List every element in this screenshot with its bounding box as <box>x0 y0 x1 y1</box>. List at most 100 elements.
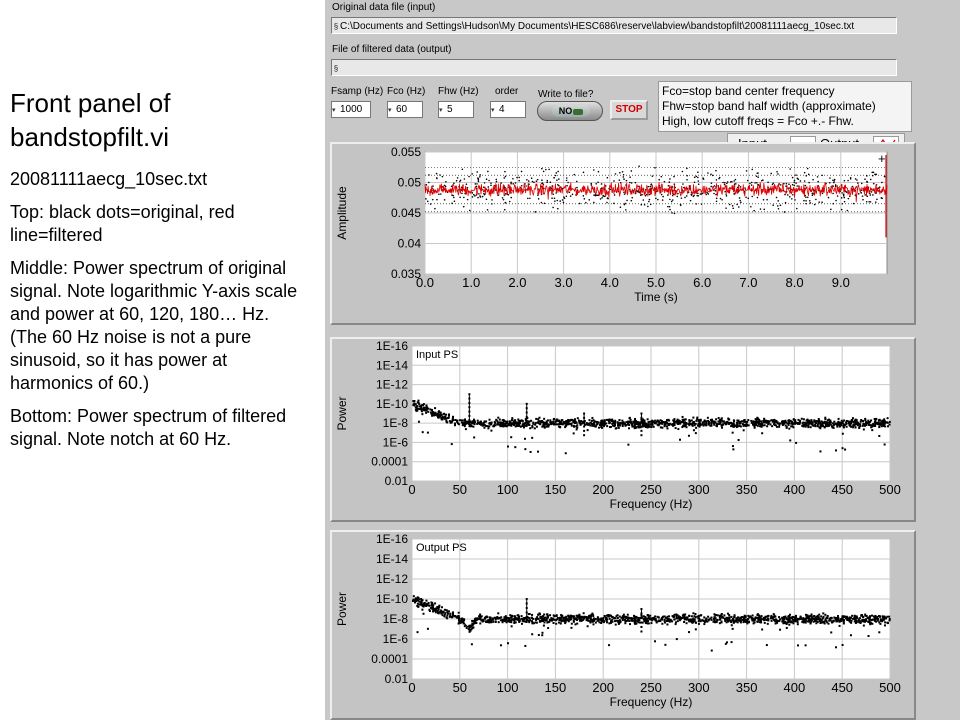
spectrum-data-point <box>788 427 791 430</box>
fco-input[interactable]: ▾ 60 <box>387 101 423 118</box>
spectrum-data-point <box>829 619 832 622</box>
output-file-path[interactable]: § <box>331 59 897 76</box>
spectrum-data-point <box>606 425 609 428</box>
spectrum-data-point <box>604 618 607 621</box>
spectrum-data-point <box>882 421 885 424</box>
original-data-point <box>527 197 529 200</box>
spectrum-data-point <box>432 411 435 414</box>
x-tick-label: 500 <box>879 680 901 695</box>
original-data-point <box>503 208 506 211</box>
spectrum-data-point <box>803 620 806 623</box>
spectrum-data-point <box>635 615 638 618</box>
spectrum-data-point <box>720 612 723 615</box>
spectrum-data-point <box>731 619 734 622</box>
spectrum-data-point <box>538 612 541 615</box>
spectrum-data-point <box>733 620 736 623</box>
spectrum-data-point <box>815 619 818 622</box>
original-data-point <box>471 173 473 175</box>
spectrum-data-point <box>702 421 705 424</box>
spectrum-data-point <box>588 614 591 617</box>
original-data-point <box>835 199 837 202</box>
spectrum-data-point <box>799 419 802 422</box>
spectrum-data-point <box>513 615 516 618</box>
spectrum-data-point <box>646 619 649 622</box>
spectrum-data-point <box>544 619 547 622</box>
original-data-point <box>770 172 773 175</box>
spectrum-data-point <box>488 425 491 428</box>
fhw-input[interactable]: ▾ 5 <box>438 101 474 118</box>
spectrum-data-point <box>845 421 848 424</box>
spectrum-data-point <box>832 620 835 623</box>
spectrum-data-point <box>788 420 791 423</box>
spectrum-data-point <box>851 614 854 617</box>
spectrum-data-point <box>565 420 568 423</box>
output-power-spectrum-chart[interactable]: 0 50 100 150 200 250 300 350 400 450 5001E-161E-14… <box>332 532 914 718</box>
spectrum-data-point <box>760 425 763 428</box>
original-data-point <box>585 201 587 204</box>
original-data-point <box>790 198 793 200</box>
spectrum-data-point <box>783 422 786 425</box>
spectrum-data-point <box>644 426 647 429</box>
spectrum-data-point <box>856 423 859 426</box>
original-data-point <box>453 200 456 203</box>
spectrum-data-point <box>535 417 538 420</box>
spectrum-data-point <box>786 422 789 425</box>
fco-value: 60 <box>396 104 408 115</box>
spectrum-data-point <box>600 618 603 621</box>
original-data-point <box>556 207 559 210</box>
spectrum-data-point <box>445 417 448 420</box>
spectrum-data-point <box>841 616 844 619</box>
spectrum-data-point <box>472 626 475 629</box>
spectrum-data-point <box>440 611 443 614</box>
spectrum-data-point <box>609 621 612 624</box>
original-data-point <box>638 165 640 167</box>
spectrum-data-point <box>420 601 423 604</box>
spectrum-data-point <box>448 615 451 618</box>
spectrum-data-point <box>846 618 849 621</box>
spectrum-data-point <box>842 424 845 427</box>
input-file-path[interactable]: § C:\Documents and Settings\Hudson\My Doc… <box>331 17 897 34</box>
original-data-point <box>453 196 455 199</box>
spectrum-data-point <box>415 600 418 603</box>
spectrum-data-point <box>674 420 677 423</box>
spectrum-data-point <box>731 627 734 630</box>
y-tick-label: 0.01 <box>385 672 409 686</box>
spectrum-data-point <box>469 624 472 627</box>
spectrum-data-point <box>497 617 500 620</box>
spectrum-data-point <box>611 422 614 425</box>
original-data-point <box>613 180 615 182</box>
spectrum-data-point <box>637 422 640 425</box>
spectrum-data-point <box>773 420 776 423</box>
original-data-point <box>749 182 751 185</box>
spectrum-data-point <box>420 603 423 606</box>
spectrum-data-point <box>499 425 502 428</box>
original-data-point <box>453 182 455 185</box>
spectrum-data-point <box>719 618 722 621</box>
spectrum-data-point <box>804 421 807 424</box>
spectrum-data-point <box>720 620 723 623</box>
spectrum-data-point <box>729 619 732 622</box>
spectrum-data-point <box>654 640 657 643</box>
stop-button[interactable]: STOP <box>610 100 648 120</box>
original-data-point <box>734 178 737 181</box>
spectrum-data-point <box>855 422 858 425</box>
write-to-file-toggle[interactable]: NO <box>537 101 603 121</box>
spectrum-data-point <box>623 615 626 618</box>
spectrum-data-point <box>664 643 667 646</box>
spectrum-data-point <box>614 419 617 422</box>
spectrum-data-point <box>534 617 537 620</box>
spectrum-data-point <box>608 617 611 620</box>
time-series-chart[interactable]: 0.0 1.0 2.0 3.0 4.0 5.0 6.0 7.0 8.0 9.00.0550.050… <box>332 144 914 323</box>
input-power-spectrum-chart[interactable]: 0 50 100 150 200 250 300 350 400 450 5001E-161E-14… <box>332 339 914 520</box>
order-input[interactable]: ▾ 4 <box>490 101 526 118</box>
spectrum-data-point <box>759 616 762 619</box>
spectrum-data-point <box>618 423 621 426</box>
spectrum-data-point <box>557 420 560 423</box>
spectrum-data-point <box>882 619 885 622</box>
fsamp-input[interactable]: ▾ 1000 <box>331 101 371 118</box>
spectrum-data-point <box>634 422 637 425</box>
spectrum-data-point <box>781 616 784 619</box>
spectrum-data-point <box>643 423 646 426</box>
spectrum-data-point <box>730 422 733 425</box>
spectrum-data-point <box>509 614 512 617</box>
